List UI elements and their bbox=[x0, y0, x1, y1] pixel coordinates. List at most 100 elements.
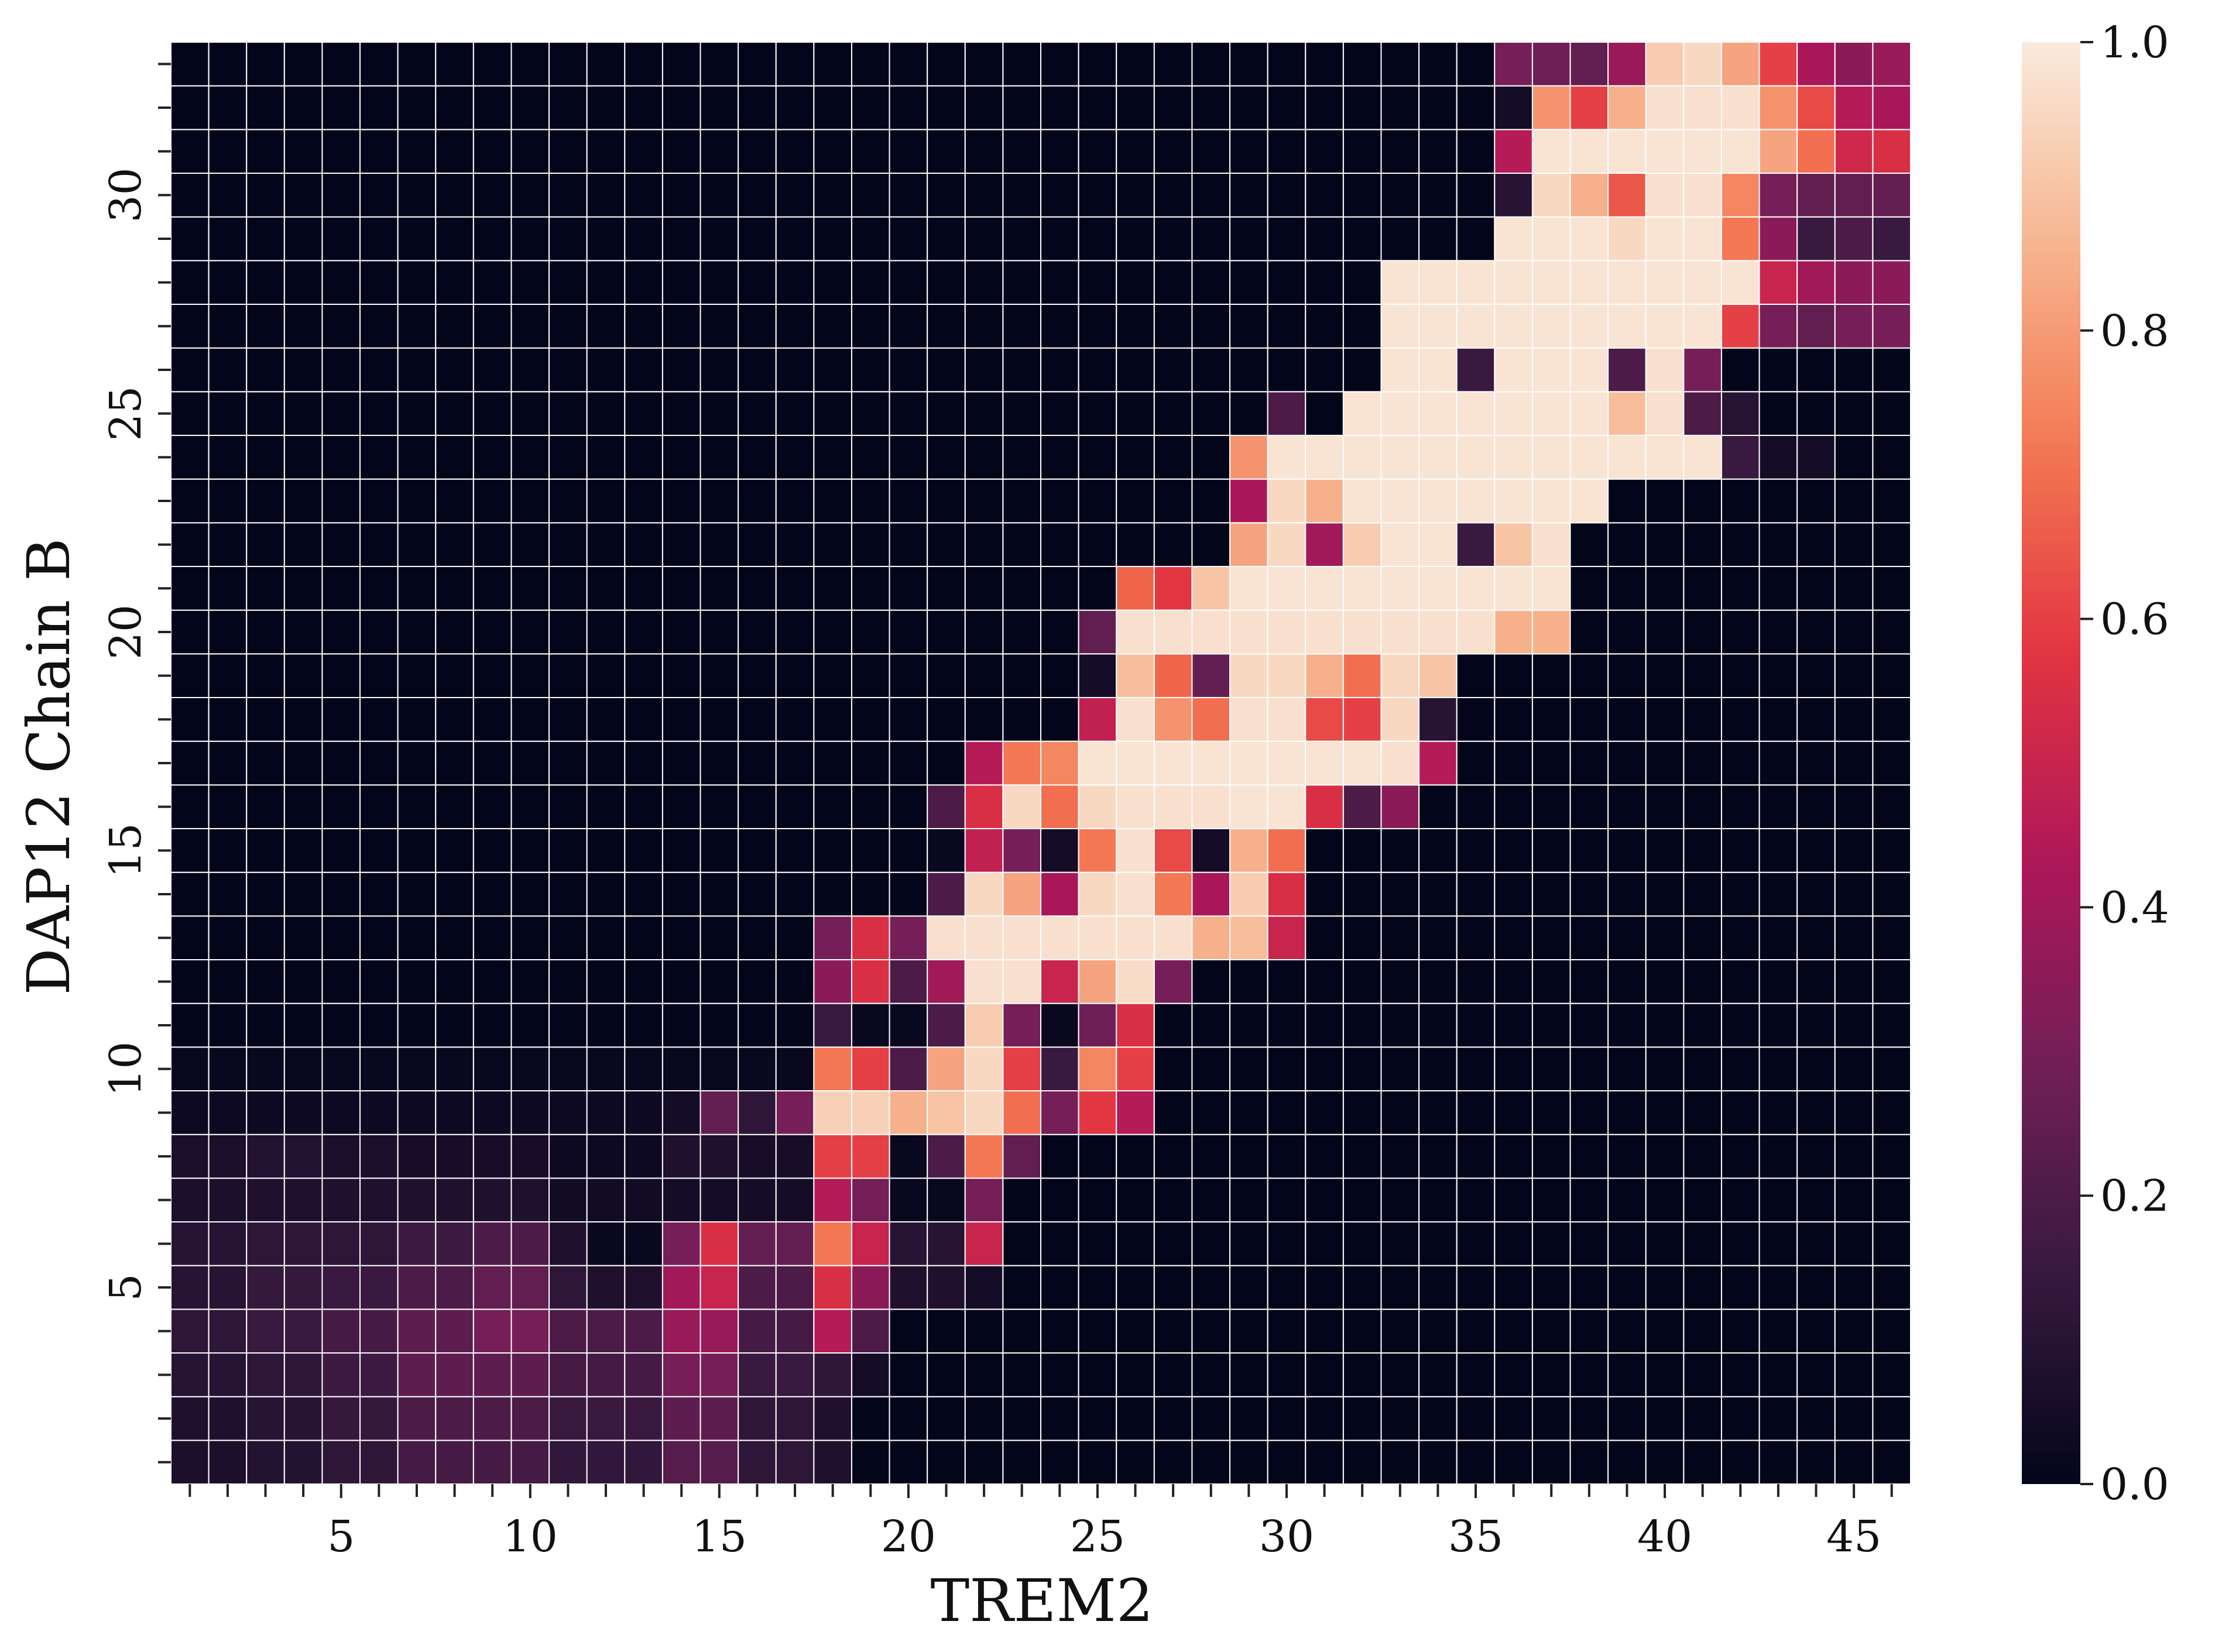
heatmap-cell bbox=[435, 1090, 474, 1135]
heatmap-cell bbox=[1494, 1265, 1533, 1310]
heatmap-cell bbox=[1607, 1352, 1647, 1397]
heatmap-cell bbox=[1380, 173, 1420, 218]
heatmap-cell bbox=[321, 42, 361, 87]
heatmap-cell bbox=[813, 1177, 852, 1222]
heatmap-cell bbox=[1305, 173, 1344, 218]
heatmap-cell bbox=[1758, 1352, 1798, 1397]
heatmap-cell bbox=[1078, 260, 1117, 305]
heatmap-cell bbox=[1796, 828, 1836, 873]
heatmap-cell bbox=[170, 42, 210, 87]
heatmap-cell bbox=[1040, 260, 1079, 305]
heatmap-cell bbox=[813, 1265, 852, 1310]
heatmap-cell bbox=[359, 391, 399, 437]
heatmap-cell bbox=[1153, 1440, 1193, 1485]
y-axis-title: DAP12 Chain B bbox=[15, 538, 83, 995]
heatmap-cell bbox=[1456, 1134, 1496, 1179]
heatmap-cell bbox=[624, 784, 663, 829]
heatmap-cell bbox=[851, 871, 890, 917]
heatmap-cell bbox=[1720, 260, 1760, 305]
heatmap-cell bbox=[927, 435, 966, 480]
heatmap-cell bbox=[246, 1396, 285, 1441]
x-tick-label: 20 bbox=[881, 1512, 936, 1562]
heatmap-cell bbox=[208, 828, 248, 873]
heatmap-cell bbox=[1267, 42, 1307, 87]
heatmap-cell bbox=[1834, 1134, 1874, 1179]
heatmap-cell bbox=[738, 871, 777, 917]
heatmap-cell bbox=[397, 1134, 437, 1179]
heatmap-cell bbox=[927, 1308, 966, 1354]
heatmap-cell bbox=[1872, 1352, 1911, 1397]
heatmap-cell bbox=[1342, 304, 1382, 349]
heatmap-cell bbox=[1683, 129, 1722, 174]
heatmap-cell bbox=[813, 653, 852, 698]
heatmap-cell bbox=[1380, 609, 1420, 655]
heatmap-cell bbox=[283, 1265, 323, 1310]
heatmap-cells bbox=[170, 42, 1911, 1485]
heatmap-cell bbox=[170, 1221, 210, 1266]
heatmap-cell bbox=[283, 478, 323, 524]
heatmap-cell bbox=[548, 828, 588, 873]
heatmap-cell bbox=[170, 173, 210, 218]
heatmap-cell bbox=[1456, 260, 1496, 305]
heatmap-cell bbox=[1229, 653, 1268, 698]
heatmap-cell bbox=[1872, 1134, 1911, 1179]
heatmap-cell bbox=[435, 522, 474, 568]
heatmap-cell bbox=[472, 959, 512, 1004]
heatmap-cell bbox=[661, 566, 701, 611]
heatmap-cell bbox=[321, 347, 361, 393]
heatmap-cell bbox=[1758, 653, 1798, 698]
heatmap-cell bbox=[1531, 609, 1571, 655]
heatmap-cell bbox=[1305, 871, 1344, 917]
heatmap-cell bbox=[435, 1221, 474, 1266]
heatmap-cell bbox=[738, 1221, 777, 1266]
heatmap-cell bbox=[510, 478, 550, 524]
heatmap-cell bbox=[927, 1221, 966, 1266]
heatmap-cell bbox=[1267, 1090, 1307, 1135]
heatmap-cell bbox=[1002, 216, 1042, 262]
y-tick-label: 5 bbox=[101, 1273, 151, 1301]
heatmap-cell bbox=[397, 828, 437, 873]
heatmap-cell bbox=[208, 435, 248, 480]
heatmap-cell bbox=[1645, 1046, 1685, 1091]
heatmap-cell bbox=[1191, 566, 1231, 611]
heatmap-cell bbox=[1153, 566, 1193, 611]
heatmap-cell bbox=[586, 1090, 626, 1135]
heatmap-cell bbox=[813, 609, 852, 655]
heatmap-cell bbox=[1380, 42, 1420, 87]
heatmap-cell bbox=[1191, 609, 1231, 655]
heatmap-cell bbox=[927, 784, 966, 829]
heatmap-cell bbox=[738, 653, 777, 698]
heatmap-cell bbox=[1002, 915, 1042, 960]
heatmap-cell bbox=[170, 435, 210, 480]
heatmap-cell bbox=[1569, 42, 1609, 87]
heatmap-cell bbox=[1531, 391, 1571, 437]
heatmap-cell bbox=[700, 1221, 739, 1266]
heatmap-cell bbox=[283, 129, 323, 174]
heatmap-cell bbox=[661, 435, 701, 480]
heatmap-cell bbox=[1078, 391, 1117, 437]
heatmap-cell bbox=[1305, 435, 1344, 480]
heatmap-cell bbox=[964, 959, 1004, 1004]
heatmap-cell bbox=[889, 1440, 928, 1485]
heatmap-cell bbox=[1040, 304, 1079, 349]
heatmap-cell bbox=[775, 347, 815, 393]
heatmap-cell bbox=[435, 740, 474, 786]
heatmap-cell bbox=[1683, 391, 1722, 437]
heatmap-cell bbox=[170, 1134, 210, 1179]
heatmap-cell bbox=[927, 1177, 966, 1222]
heatmap-cell bbox=[321, 1221, 361, 1266]
heatmap-cell bbox=[359, 784, 399, 829]
heatmap-cell bbox=[1645, 828, 1685, 873]
heatmap-cell bbox=[1116, 129, 1155, 174]
heatmap-cell bbox=[1834, 85, 1874, 130]
heatmap-cell bbox=[1380, 697, 1420, 742]
heatmap-cell bbox=[246, 609, 285, 655]
heatmap-cell bbox=[170, 85, 210, 130]
heatmap-cell bbox=[851, 260, 890, 305]
heatmap-cell bbox=[1494, 478, 1533, 524]
heatmap-cell bbox=[321, 216, 361, 262]
heatmap-cell bbox=[1569, 1046, 1609, 1091]
heatmap-cell bbox=[321, 871, 361, 917]
heatmap-cell bbox=[1305, 522, 1344, 568]
heatmap-cell bbox=[1720, 478, 1760, 524]
